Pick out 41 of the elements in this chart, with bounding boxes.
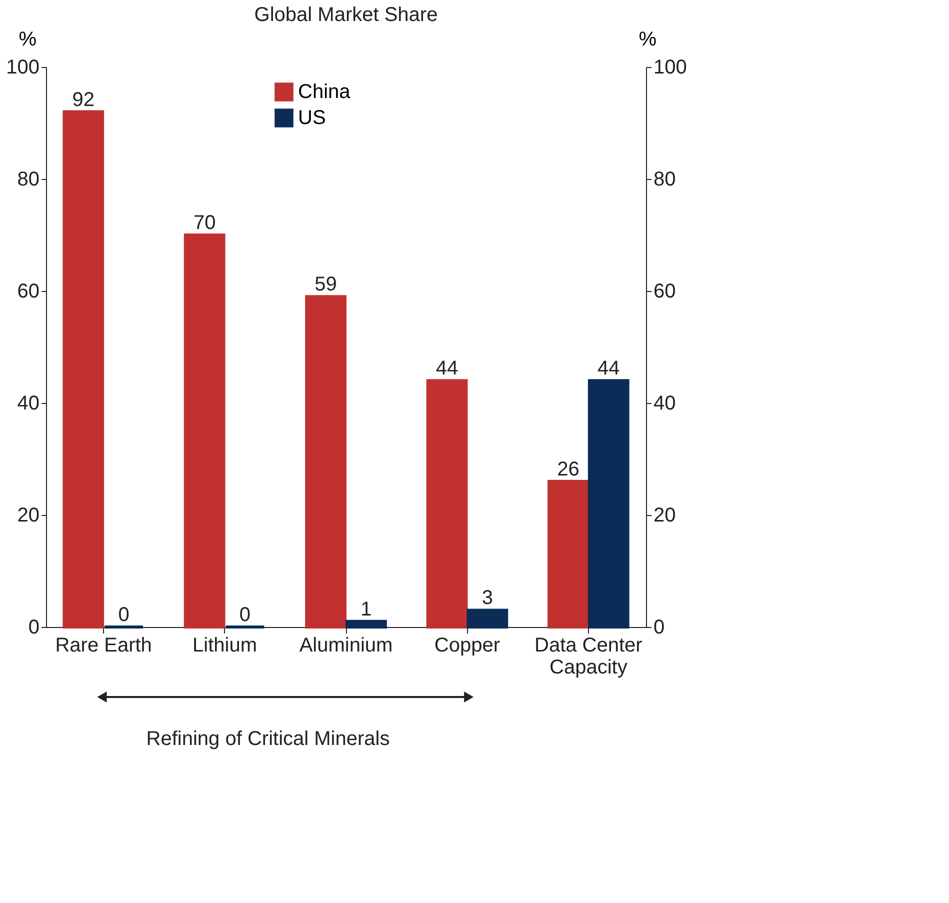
text: Refining of Critical Minerals [146, 728, 390, 750]
chart-title: Global Market Share [254, 4, 438, 26]
y2-tick-label: 0 [654, 616, 665, 638]
data-label: 44 [598, 358, 620, 380]
bar [62, 110, 104, 628]
y2-tick-label: 80 [654, 168, 676, 190]
legend-label: US [298, 107, 326, 129]
data-label: 1 [360, 598, 372, 620]
y-tick-label: 40 [17, 392, 40, 414]
bar [588, 379, 630, 628]
data-label: 0 [239, 604, 251, 626]
y-tick-label: 80 [17, 168, 40, 190]
bar [346, 620, 387, 628]
data-label: 44 [436, 358, 458, 380]
x-tick-label: Data Center Capacity [534, 634, 643, 678]
y2-tick-label: 40 [654, 392, 676, 414]
data-label: 0 [118, 604, 130, 626]
bar [426, 379, 468, 628]
bar [305, 295, 346, 628]
x-tick-label: Aluminium [299, 634, 393, 656]
y2-tick-label: 60 [654, 280, 676, 302]
bar [184, 234, 226, 628]
data-label: 92 [72, 88, 94, 111]
bar [466, 608, 508, 628]
data-label: 26 [557, 458, 580, 480]
y-tick-label: 60 [17, 280, 40, 302]
data-label: 70 [193, 212, 216, 234]
y2-axis-title: % [638, 28, 657, 50]
y-axis-title: % [18, 28, 37, 50]
legend-label: China [298, 81, 352, 103]
y2-tick-label: 100 [654, 56, 687, 78]
x-tick-label: Rare Earth [55, 634, 152, 656]
data-label: 59 [314, 274, 337, 296]
x-tick-label: Copper [434, 634, 500, 656]
y-tick-label: 0 [28, 616, 40, 638]
y-tick-label: 100 [6, 56, 40, 78]
y-tick-label: 20 [17, 504, 40, 526]
x-tick-label: Lithium [192, 634, 258, 656]
bar [548, 480, 589, 628]
y2-tick-label: 20 [654, 504, 676, 526]
data-label: 3 [482, 587, 493, 610]
